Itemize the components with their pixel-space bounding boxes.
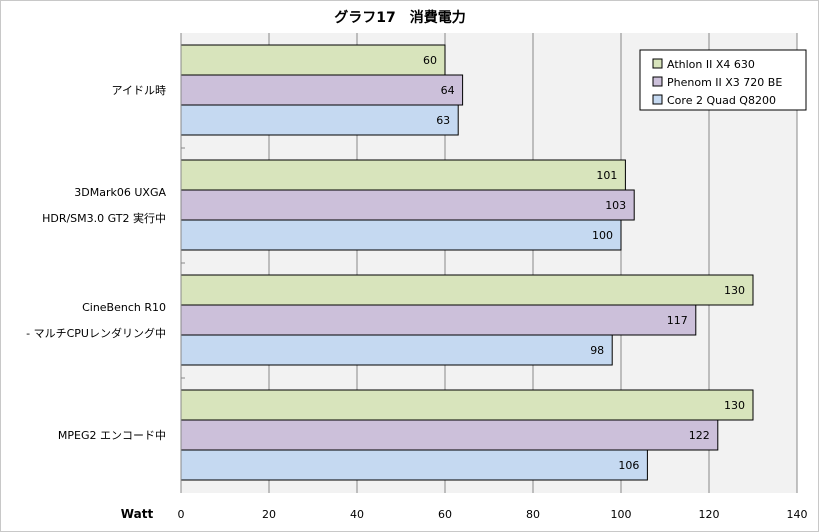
x-axis-label: Watt — [121, 507, 154, 521]
data-label: 117 — [667, 314, 688, 327]
legend-label: Phenom II X3 720 BE — [667, 76, 782, 89]
category-label: アイドル時 — [112, 84, 166, 97]
x-tick-label: 20 — [262, 508, 276, 521]
data-label: 130 — [724, 284, 745, 297]
data-label: 98 — [590, 344, 604, 357]
bar — [180, 219, 622, 251]
x-tick-label: 60 — [438, 508, 452, 521]
data-label: 63 — [436, 114, 450, 127]
category-label: HDR/SM3.0 GT2 実行中 — [42, 211, 166, 225]
bar — [180, 419, 719, 451]
bar — [180, 389, 754, 421]
legend-label: Core 2 Quad Q8200 — [667, 94, 776, 107]
category-label: CineBench R10 — [82, 301, 166, 314]
category-label: MPEG2 エンコード中 — [58, 429, 166, 442]
legend-label: Athlon II X4 630 — [667, 58, 755, 71]
bar — [180, 304, 697, 336]
category-label: - マルチCPUレンダリング中 — [26, 326, 166, 340]
chart-title: グラフ17 消費電力 — [334, 9, 465, 26]
bar — [180, 44, 446, 76]
x-tick-label: 80 — [526, 508, 540, 521]
bar — [180, 74, 464, 106]
x-tick-label: 40 — [350, 508, 364, 521]
x-tick-label: 100 — [611, 508, 632, 521]
x-tick-label: 120 — [699, 508, 720, 521]
data-label: 64 — [441, 84, 455, 97]
bar — [180, 274, 754, 306]
data-label: 130 — [724, 399, 745, 412]
legend-swatch — [652, 58, 663, 69]
data-label: 101 — [596, 169, 617, 182]
bar — [180, 104, 459, 136]
data-label: 60 — [423, 54, 437, 67]
bar — [180, 449, 648, 481]
data-label: 103 — [605, 199, 626, 212]
data-label: 100 — [592, 229, 613, 242]
data-label: 122 — [689, 429, 710, 442]
legend-swatch — [652, 94, 663, 105]
bar — [180, 159, 626, 191]
legend: Athlon II X4 630 Phenom II X3 720 BE Core … — [639, 49, 807, 111]
x-tick-label: 0 — [178, 508, 185, 521]
bar — [180, 334, 613, 366]
legend-swatch — [652, 76, 663, 87]
bar — [180, 189, 635, 221]
category-label: 3DMark06 UXGA — [74, 186, 166, 199]
data-label: 106 — [618, 459, 639, 472]
x-tick-label: 140 — [787, 508, 808, 521]
